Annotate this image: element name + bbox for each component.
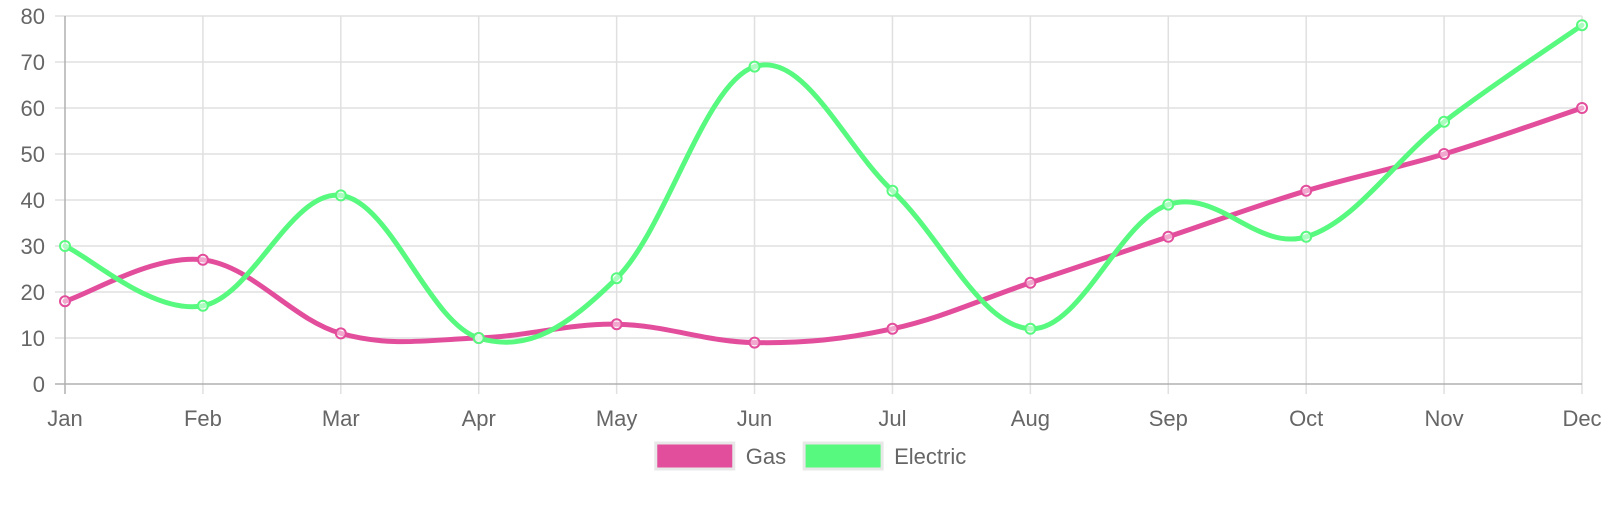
y-tick-label: 0 <box>33 372 45 397</box>
legend-label-gas[interactable]: Gas <box>746 444 786 469</box>
data-point-gas[interactable] <box>610 318 623 331</box>
data-point-electric[interactable] <box>334 189 347 202</box>
x-tick-label: May <box>596 406 638 431</box>
y-tick-label: 70 <box>21 50 45 75</box>
data-point-electric[interactable] <box>886 184 899 197</box>
data-point-gas[interactable] <box>1024 276 1037 289</box>
legend-swatch-gas[interactable] <box>654 441 736 471</box>
data-point-electric[interactable] <box>1300 230 1313 243</box>
data-point-electric[interactable] <box>196 299 209 312</box>
x-tick-label: Jun <box>737 406 772 431</box>
y-tick-label: 20 <box>21 280 45 305</box>
data-point-electric[interactable] <box>748 60 761 73</box>
series-points <box>59 19 1588 349</box>
legend-label-electric[interactable]: Electric <box>894 444 966 469</box>
data-point-gas[interactable] <box>748 336 761 349</box>
legend-item-gas[interactable]: Gas <box>654 441 786 471</box>
data-point-electric[interactable] <box>1162 198 1175 211</box>
x-tick-label: Feb <box>184 406 222 431</box>
grid <box>55 15 1583 394</box>
data-point-electric[interactable] <box>1024 322 1037 335</box>
data-point-gas[interactable] <box>334 327 347 340</box>
x-tick-label: Aug <box>1011 406 1050 431</box>
series-line-electric <box>62 22 1585 345</box>
y-tick-label: 60 <box>21 96 45 121</box>
x-tick-label: Jan <box>47 406 82 431</box>
x-tick-label: Nov <box>1425 406 1464 431</box>
y-tick-label: 10 <box>21 326 45 351</box>
x-tick-label: Sep <box>1149 406 1188 431</box>
legend-swatch-electric[interactable] <box>802 441 884 471</box>
series-lines <box>62 22 1585 346</box>
data-point-gas[interactable] <box>196 253 209 266</box>
data-point-gas[interactable] <box>59 295 71 308</box>
x-axis-tick-labels: Jan Feb Mar Apr May Jun Jul Aug Sep Oct Nov Dec <box>47 406 1601 431</box>
y-tick-label: 30 <box>21 234 45 259</box>
x-tick-label: Apr <box>462 406 496 431</box>
data-point-gas[interactable] <box>1576 102 1588 114</box>
y-axis-tick-labels: 0 10 20 30 40 50 60 70 80 <box>21 4 45 397</box>
y-tick-label: 40 <box>21 188 45 213</box>
data-point-electric[interactable] <box>59 240 71 252</box>
x-tick-label: Oct <box>1289 406 1323 431</box>
data-point-electric[interactable] <box>472 332 485 344</box>
data-point-gas[interactable] <box>886 322 899 335</box>
legend-item-electric[interactable]: Electric <box>802 441 966 471</box>
x-tick-label: Jul <box>878 406 906 431</box>
data-point-gas[interactable] <box>1162 230 1175 243</box>
y-tick-label: 80 <box>21 4 45 29</box>
y-tick-label: 50 <box>21 142 45 167</box>
data-point-electric[interactable] <box>610 272 623 285</box>
data-point-gas[interactable] <box>1300 184 1313 197</box>
data-point-electric[interactable] <box>1576 19 1588 32</box>
data-point-electric[interactable] <box>1438 115 1451 128</box>
x-tick-label: Dec <box>1562 406 1601 431</box>
data-point-gas[interactable] <box>1438 148 1451 160</box>
legend: Gas Electric <box>654 441 966 471</box>
x-tick-label: Mar <box>322 406 360 431</box>
series-line-gas <box>62 105 1585 346</box>
axes <box>55 16 1582 394</box>
